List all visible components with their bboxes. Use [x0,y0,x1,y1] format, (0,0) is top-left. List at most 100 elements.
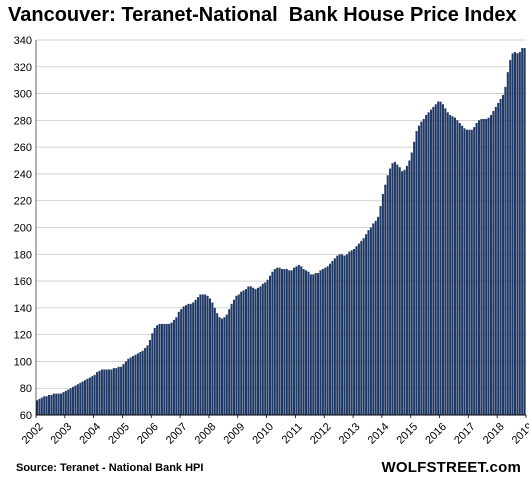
y-tick-label: 240 [14,169,32,181]
bar [489,115,493,415]
bar [40,397,43,415]
bar [268,275,272,415]
bar [321,269,324,415]
bar [343,255,346,416]
bar [504,86,507,416]
bar [446,112,449,415]
bar [165,323,168,415]
x-tick-label: 2019 [510,421,529,447]
bar [324,267,327,415]
bar [521,48,524,415]
bar [252,287,255,415]
bar [232,299,236,415]
bar [305,270,308,415]
bar [494,106,497,416]
bar [350,250,353,415]
bar [254,289,257,415]
bar [336,255,339,416]
y-tick-label: 60 [20,410,32,422]
x-tick-label: 2011 [280,421,305,446]
bar [374,220,377,415]
bar [256,287,260,415]
bar [506,72,509,415]
bar [341,254,344,415]
bar [485,119,488,416]
bar [290,270,293,415]
bar [57,393,60,415]
bar [50,394,53,415]
bar [432,106,435,416]
bar [172,319,175,415]
y-tick-label: 340 [14,35,32,47]
bar [134,354,137,415]
x-tick-label: 2016 [423,421,449,447]
bar [497,102,500,415]
x-tick-label: 2012 [308,421,334,447]
bar [235,295,238,415]
bar [177,311,180,416]
x-tick-label: 2008 [193,421,219,447]
bar [372,223,375,415]
bar [393,161,396,415]
bar [415,131,418,415]
y-tick-label: 280 [14,115,32,127]
y-tick-label: 80 [20,383,32,395]
bar [345,254,348,415]
bar [48,394,51,415]
x-tick-label: 2005 [106,421,132,447]
y-tick-label: 260 [14,142,32,154]
bar [120,366,123,415]
y-tick-label: 120 [14,330,32,342]
source-note: Source: Teranet - National Bank HPI [16,462,204,474]
bar [74,385,77,415]
bar [242,290,245,415]
bar [338,254,341,415]
bar [477,120,481,416]
bar [52,393,55,415]
bar [389,168,392,415]
bar [187,303,190,415]
bar [96,372,99,415]
bar [439,101,442,416]
bar [369,227,372,415]
bar [283,269,286,415]
bar [108,369,111,415]
bar [353,248,356,415]
bar [463,128,466,415]
bar [509,60,512,416]
bar [264,282,267,415]
bar [182,306,185,415]
bar [86,378,89,415]
bar [244,289,248,415]
bar [453,117,456,416]
bar [482,119,485,416]
bar [103,369,106,415]
bar [302,269,305,415]
bar [110,369,113,415]
bar [312,274,315,416]
bar [266,279,269,415]
bar [458,123,461,415]
bar [437,101,440,416]
bar [79,382,82,415]
bar [449,115,452,415]
x-tick-label: 2006 [135,421,161,447]
bar [317,273,320,415]
y-tick-label: 160 [14,276,32,288]
bar [45,396,48,415]
bar [470,129,473,416]
bar [247,286,250,415]
x-tick-label: 2010 [250,421,276,447]
bar [64,390,67,415]
bar [230,303,233,415]
bar [160,323,163,415]
bar [360,240,363,415]
x-tick-label: 2015 [394,421,420,447]
bar [501,94,505,415]
bar [115,368,118,416]
bar [513,52,517,416]
bar [60,393,63,415]
x-tick-label: 2003 [49,421,75,447]
bar [288,270,291,415]
bar [81,381,84,415]
